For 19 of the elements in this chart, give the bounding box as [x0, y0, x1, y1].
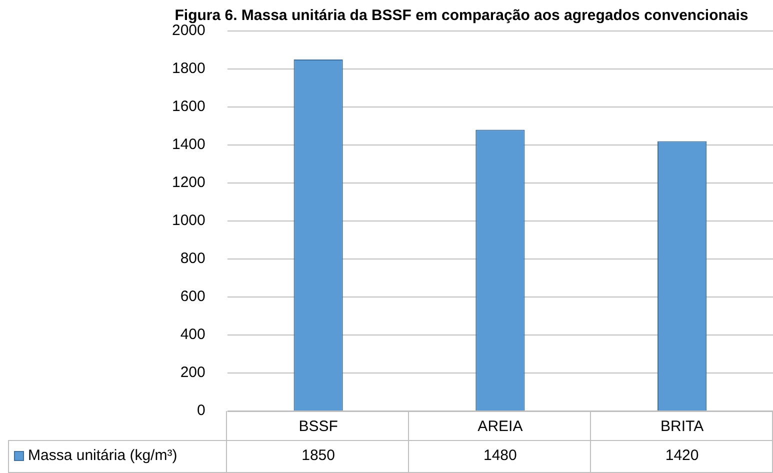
- y-tick-label: 1800: [172, 60, 206, 78]
- y-tick-label: 1400: [172, 136, 206, 154]
- y-tick-label: 1000: [172, 212, 206, 230]
- y-tick-label: 1200: [172, 174, 206, 192]
- chart-title: Figura 6. Massa unitária da BSSF em comparação aos agregados convencionais: [174, 7, 748, 24]
- data-label: 1480: [483, 447, 517, 464]
- legend-label: Massa unitária (kg/m³): [28, 447, 178, 464]
- x-tick-label: BRITA: [660, 418, 704, 436]
- data-label: 1850: [302, 447, 335, 464]
- y-tick-label: 0: [197, 402, 206, 420]
- x-tick-label: BSSF: [298, 418, 338, 436]
- y-tick-label: 800: [180, 250, 206, 268]
- y-tick-label: 600: [180, 288, 206, 306]
- y-tick-label: 2000: [172, 22, 206, 40]
- y-tick-label: 200: [180, 364, 206, 382]
- y-tick-label: 1600: [172, 98, 206, 116]
- x-tick-label: AREIA: [478, 418, 523, 436]
- data-label: 1420: [665, 447, 699, 464]
- y-tick-label: 400: [180, 326, 206, 344]
